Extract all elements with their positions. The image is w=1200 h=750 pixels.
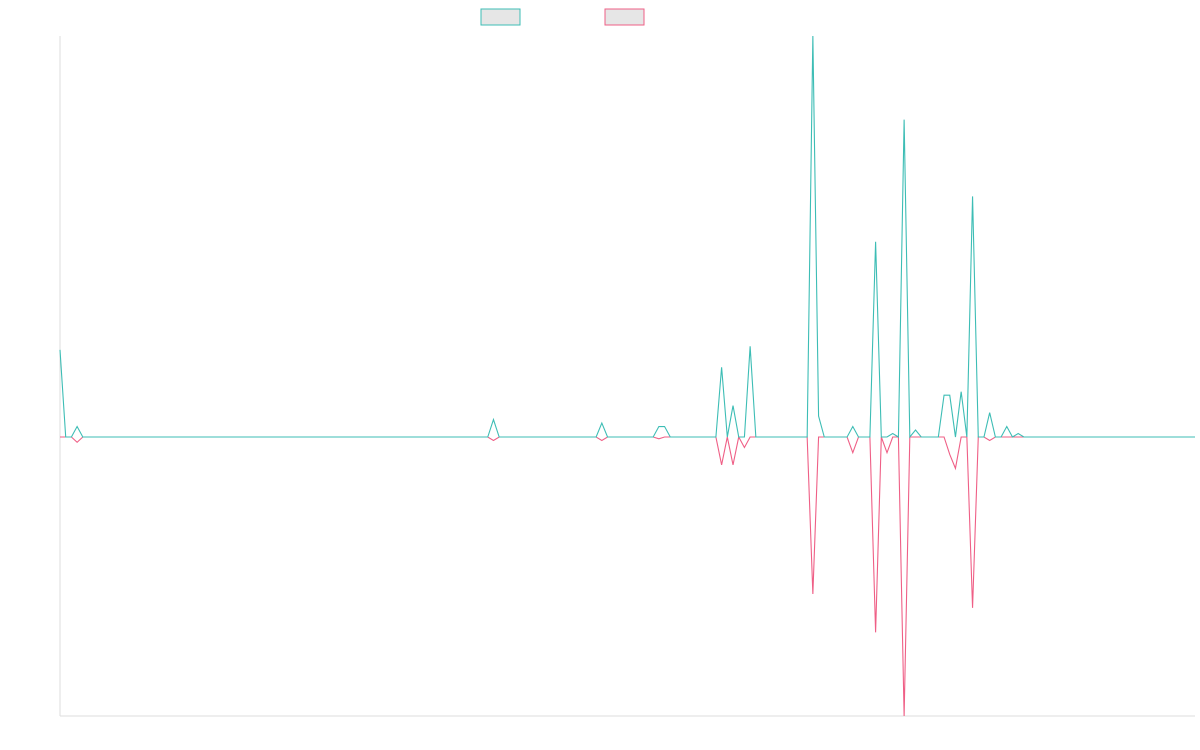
series-line-b [60, 435, 1195, 717]
legend-swatch-series-b [604, 8, 645, 26]
axes [59, 36, 1195, 717]
series-line-a [59, 35, 1195, 439]
legend [480, 8, 645, 26]
series-layer [59, 35, 1195, 717]
legend-swatch-series-a [480, 8, 521, 26]
